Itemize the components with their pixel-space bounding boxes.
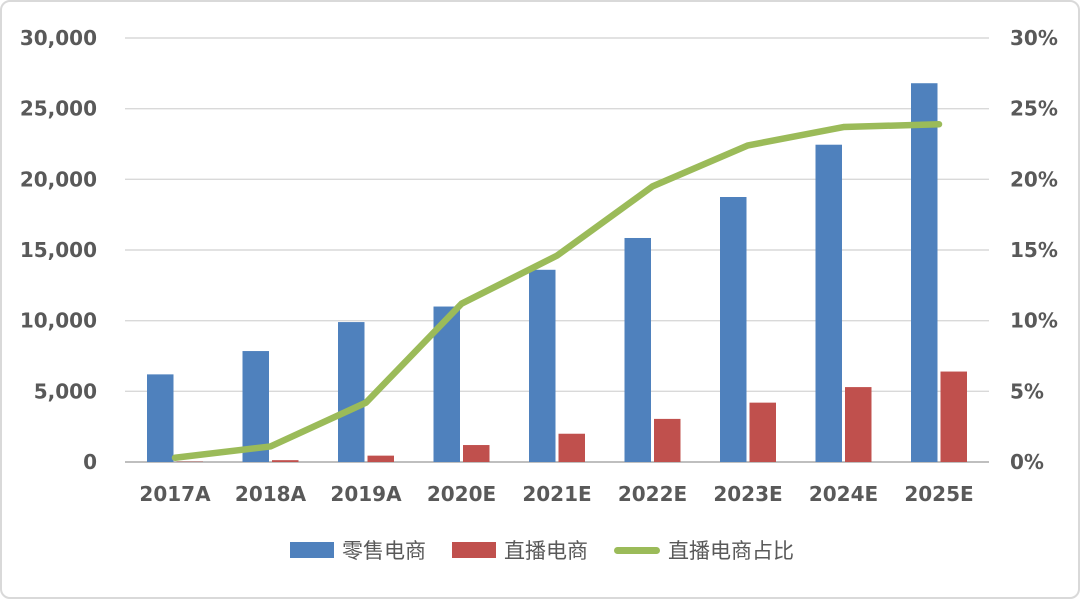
legend-color-swatch [290,542,334,558]
bar-retail-ecommerce-2025E [911,83,938,462]
left-axis-tick-label: 20,000 [20,167,97,191]
left-axis-tick-label: 15,000 [20,238,97,262]
legend-label: 零售电商 [342,539,426,563]
bar-livestream-ecommerce-2020E [463,445,490,462]
legend-label: 直播电商占比 [668,539,794,563]
legend-item-0: 零售电商 [290,535,426,565]
chart-legend: 零售电商 直播电商 直播电商占比 [62,533,1022,567]
x-axis-label-2021E: 2021E [522,482,591,506]
legend-item-1: 直播电商 [452,535,588,565]
bar-livestream-ecommerce-2024E [845,387,872,462]
legend-label: 直播电商 [504,539,588,563]
right-axis-tick-label: 20% [1010,167,1058,191]
legend-color-swatch [452,542,496,558]
right-axis-tick-label: 30% [1010,26,1058,50]
left-axis-tick-label: 25,000 [20,97,97,121]
x-axis-label-2019A: 2019A [330,482,402,506]
left-axis-tick-label: 10,000 [20,309,97,333]
bar-livestream-ecommerce-2023E [749,402,776,462]
bar-livestream-ecommerce-2025E [940,371,967,462]
bar-retail-ecommerce-2019A [338,322,365,462]
x-axis-label-2022E: 2022E [618,482,687,506]
bar-retail-ecommerce-2023E [720,197,747,462]
bar-livestream-ecommerce-2019A [367,455,394,462]
x-axis-label-2024E: 2024E [809,482,878,506]
right-axis-tick-label: 15% [1010,238,1058,262]
x-axis-label-2025E: 2025E [904,482,973,506]
left-axis-tick-label: 30,000 [20,26,97,50]
legend-line-marker [614,546,660,554]
bar-retail-ecommerce-2022E [624,237,651,462]
left-axis-tick-label: 0 [83,450,97,474]
bar-livestream-ecommerce-2018A [272,460,299,462]
right-axis-tick-label: 25% [1010,97,1058,121]
x-axis-label-2023E: 2023E [713,482,782,506]
bar-retail-ecommerce-2018A [242,351,269,462]
right-axis-tick-label: 5% [1010,379,1044,403]
livestream-share-line [171,120,943,462]
right-axis-tick-label: 0% [1010,450,1044,474]
bar-retail-ecommerce-2024E [815,144,842,462]
x-axis-label-2018A: 2018A [235,482,307,506]
bar-retail-ecommerce-2021E [529,269,556,462]
bar-livestream-ecommerce-2021E [558,433,585,462]
right-axis-tick-label: 10% [1010,309,1058,333]
x-axis-label-2020E: 2020E [427,482,496,506]
legend-item-2: 直播电商占比 [614,535,794,565]
bar-livestream-ecommerce-2022E [654,418,681,462]
left-axis-tick-label: 5,000 [34,379,97,403]
x-axis-label-2017A: 2017A [139,482,211,506]
bar-retail-ecommerce-2017A [147,374,174,462]
